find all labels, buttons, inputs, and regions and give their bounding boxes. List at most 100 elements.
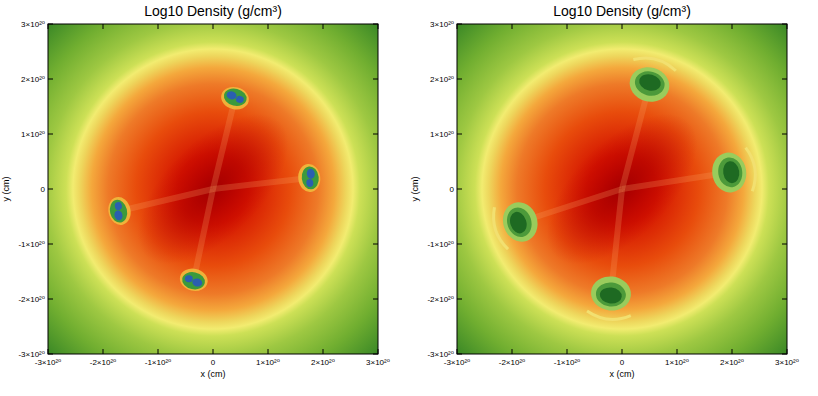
- y-tick: [373, 24, 378, 25]
- y-tick-label: -2×10²⁰: [427, 295, 454, 304]
- y-tick: [373, 189, 378, 190]
- x-tick: [48, 24, 49, 29]
- x-tick-label: -2×10²⁰: [90, 358, 117, 367]
- x-tick: [677, 349, 678, 354]
- plot-area: [457, 24, 787, 354]
- x-tick: [512, 349, 513, 354]
- y-tick: [782, 189, 787, 190]
- y-tick-label: -2×10²⁰: [18, 295, 45, 304]
- x-tick: [457, 24, 458, 29]
- x-tick: [48, 349, 49, 354]
- y-tick-label: -1×10²⁰: [427, 240, 454, 249]
- clump: [622, 54, 677, 189]
- x-tick: [103, 349, 104, 354]
- figure: -3×10²⁰ -2×10²⁰ -1×10²⁰ 0 1×10²⁰ 2×10²⁰ 3×10²⁰…: [0, 0, 818, 396]
- y-tick-label: 3×10²⁰: [21, 20, 45, 29]
- y-tick: [373, 299, 378, 300]
- y-tick: [457, 189, 462, 190]
- y-axis-title: y (cm): [1, 177, 11, 202]
- x-tick-label: -2×10²⁰: [499, 358, 526, 367]
- y-tick-label: 0: [41, 185, 46, 194]
- y-tick: [373, 79, 378, 80]
- x-tick: [213, 349, 214, 354]
- x-tick-label: -1×10²⁰: [554, 358, 581, 367]
- x-tick: [732, 24, 733, 29]
- x-tick-label: 2×10²⁰: [720, 358, 744, 367]
- plot-area: [48, 24, 378, 354]
- x-tick-label: 3×10²⁰: [366, 358, 390, 367]
- clump: [586, 189, 634, 322]
- y-tick: [782, 244, 787, 245]
- x-tick: [268, 349, 269, 354]
- y-tick: [457, 79, 462, 80]
- y-tick: [48, 79, 53, 80]
- y-tick-label: 2×10²⁰: [21, 75, 45, 84]
- y-tick-label: 1×10²⁰: [21, 130, 45, 139]
- y-tick: [48, 189, 53, 190]
- y-tick: [457, 354, 462, 355]
- x-tick: [787, 349, 788, 354]
- x-tick: [457, 349, 458, 354]
- x-tick-label: 0: [211, 358, 216, 367]
- plot-frame: [48, 24, 378, 354]
- x-tick: [103, 24, 104, 29]
- x-tick-label: 1×10²⁰: [665, 358, 689, 367]
- x-tick: [378, 349, 379, 354]
- x-tick: [677, 24, 678, 29]
- y-tick: [782, 24, 787, 25]
- y-tick: [457, 244, 462, 245]
- y-tick: [48, 354, 53, 355]
- x-tick: [787, 24, 788, 29]
- x-tick: [567, 349, 568, 354]
- x-tick: [323, 349, 324, 354]
- x-tick: [622, 24, 623, 29]
- y-tick: [373, 134, 378, 135]
- x-axis-title: x (cm): [610, 369, 635, 379]
- x-tick-label: 2×10²⁰: [311, 358, 335, 367]
- clump: [106, 189, 213, 227]
- clump: [178, 189, 213, 293]
- density-field: [48, 24, 378, 354]
- plot-frame: [457, 24, 787, 354]
- y-axis-title: y (cm): [410, 177, 420, 202]
- x-tick-label: -1×10²⁰: [145, 358, 172, 367]
- clump: [622, 147, 758, 197]
- y-tick: [373, 244, 378, 245]
- x-tick-label: 1×10²⁰: [256, 358, 280, 367]
- y-tick: [782, 79, 787, 80]
- y-tick: [782, 354, 787, 355]
- y-tick: [48, 24, 53, 25]
- clump: [489, 189, 622, 251]
- x-tick-label: 0: [620, 358, 625, 367]
- panel-title: Log10 Density (g/cm³): [144, 3, 282, 19]
- x-tick: [512, 24, 513, 29]
- y-tick: [457, 299, 462, 300]
- y-tick-label: 3×10²⁰: [430, 20, 454, 29]
- x-tick: [323, 24, 324, 29]
- y-tick: [457, 134, 462, 135]
- y-tick-label: 0: [450, 185, 455, 194]
- y-tick-label: -3×10²⁰: [18, 350, 45, 359]
- density-core: [112, 88, 314, 290]
- x-tick-label: -3×10²⁰: [35, 358, 62, 367]
- y-tick: [457, 24, 462, 25]
- y-tick: [782, 299, 787, 300]
- x-tick: [732, 349, 733, 354]
- x-tick: [158, 24, 159, 29]
- y-tick: [373, 354, 378, 355]
- y-tick: [782, 134, 787, 135]
- clump: [213, 163, 322, 193]
- x-tick-label: -3×10²⁰: [444, 358, 471, 367]
- x-tick: [622, 349, 623, 354]
- y-tick-label: 1×10²⁰: [430, 130, 454, 139]
- y-tick: [48, 244, 53, 245]
- x-tick: [567, 24, 568, 29]
- x-tick: [268, 24, 269, 29]
- density-field: [457, 24, 787, 354]
- x-tick: [158, 349, 159, 354]
- clump: [213, 84, 251, 189]
- x-axis-title: x (cm): [201, 369, 226, 379]
- x-tick: [213, 24, 214, 29]
- panel-title: Log10 Density (g/cm³): [553, 3, 691, 19]
- y-tick: [48, 299, 53, 300]
